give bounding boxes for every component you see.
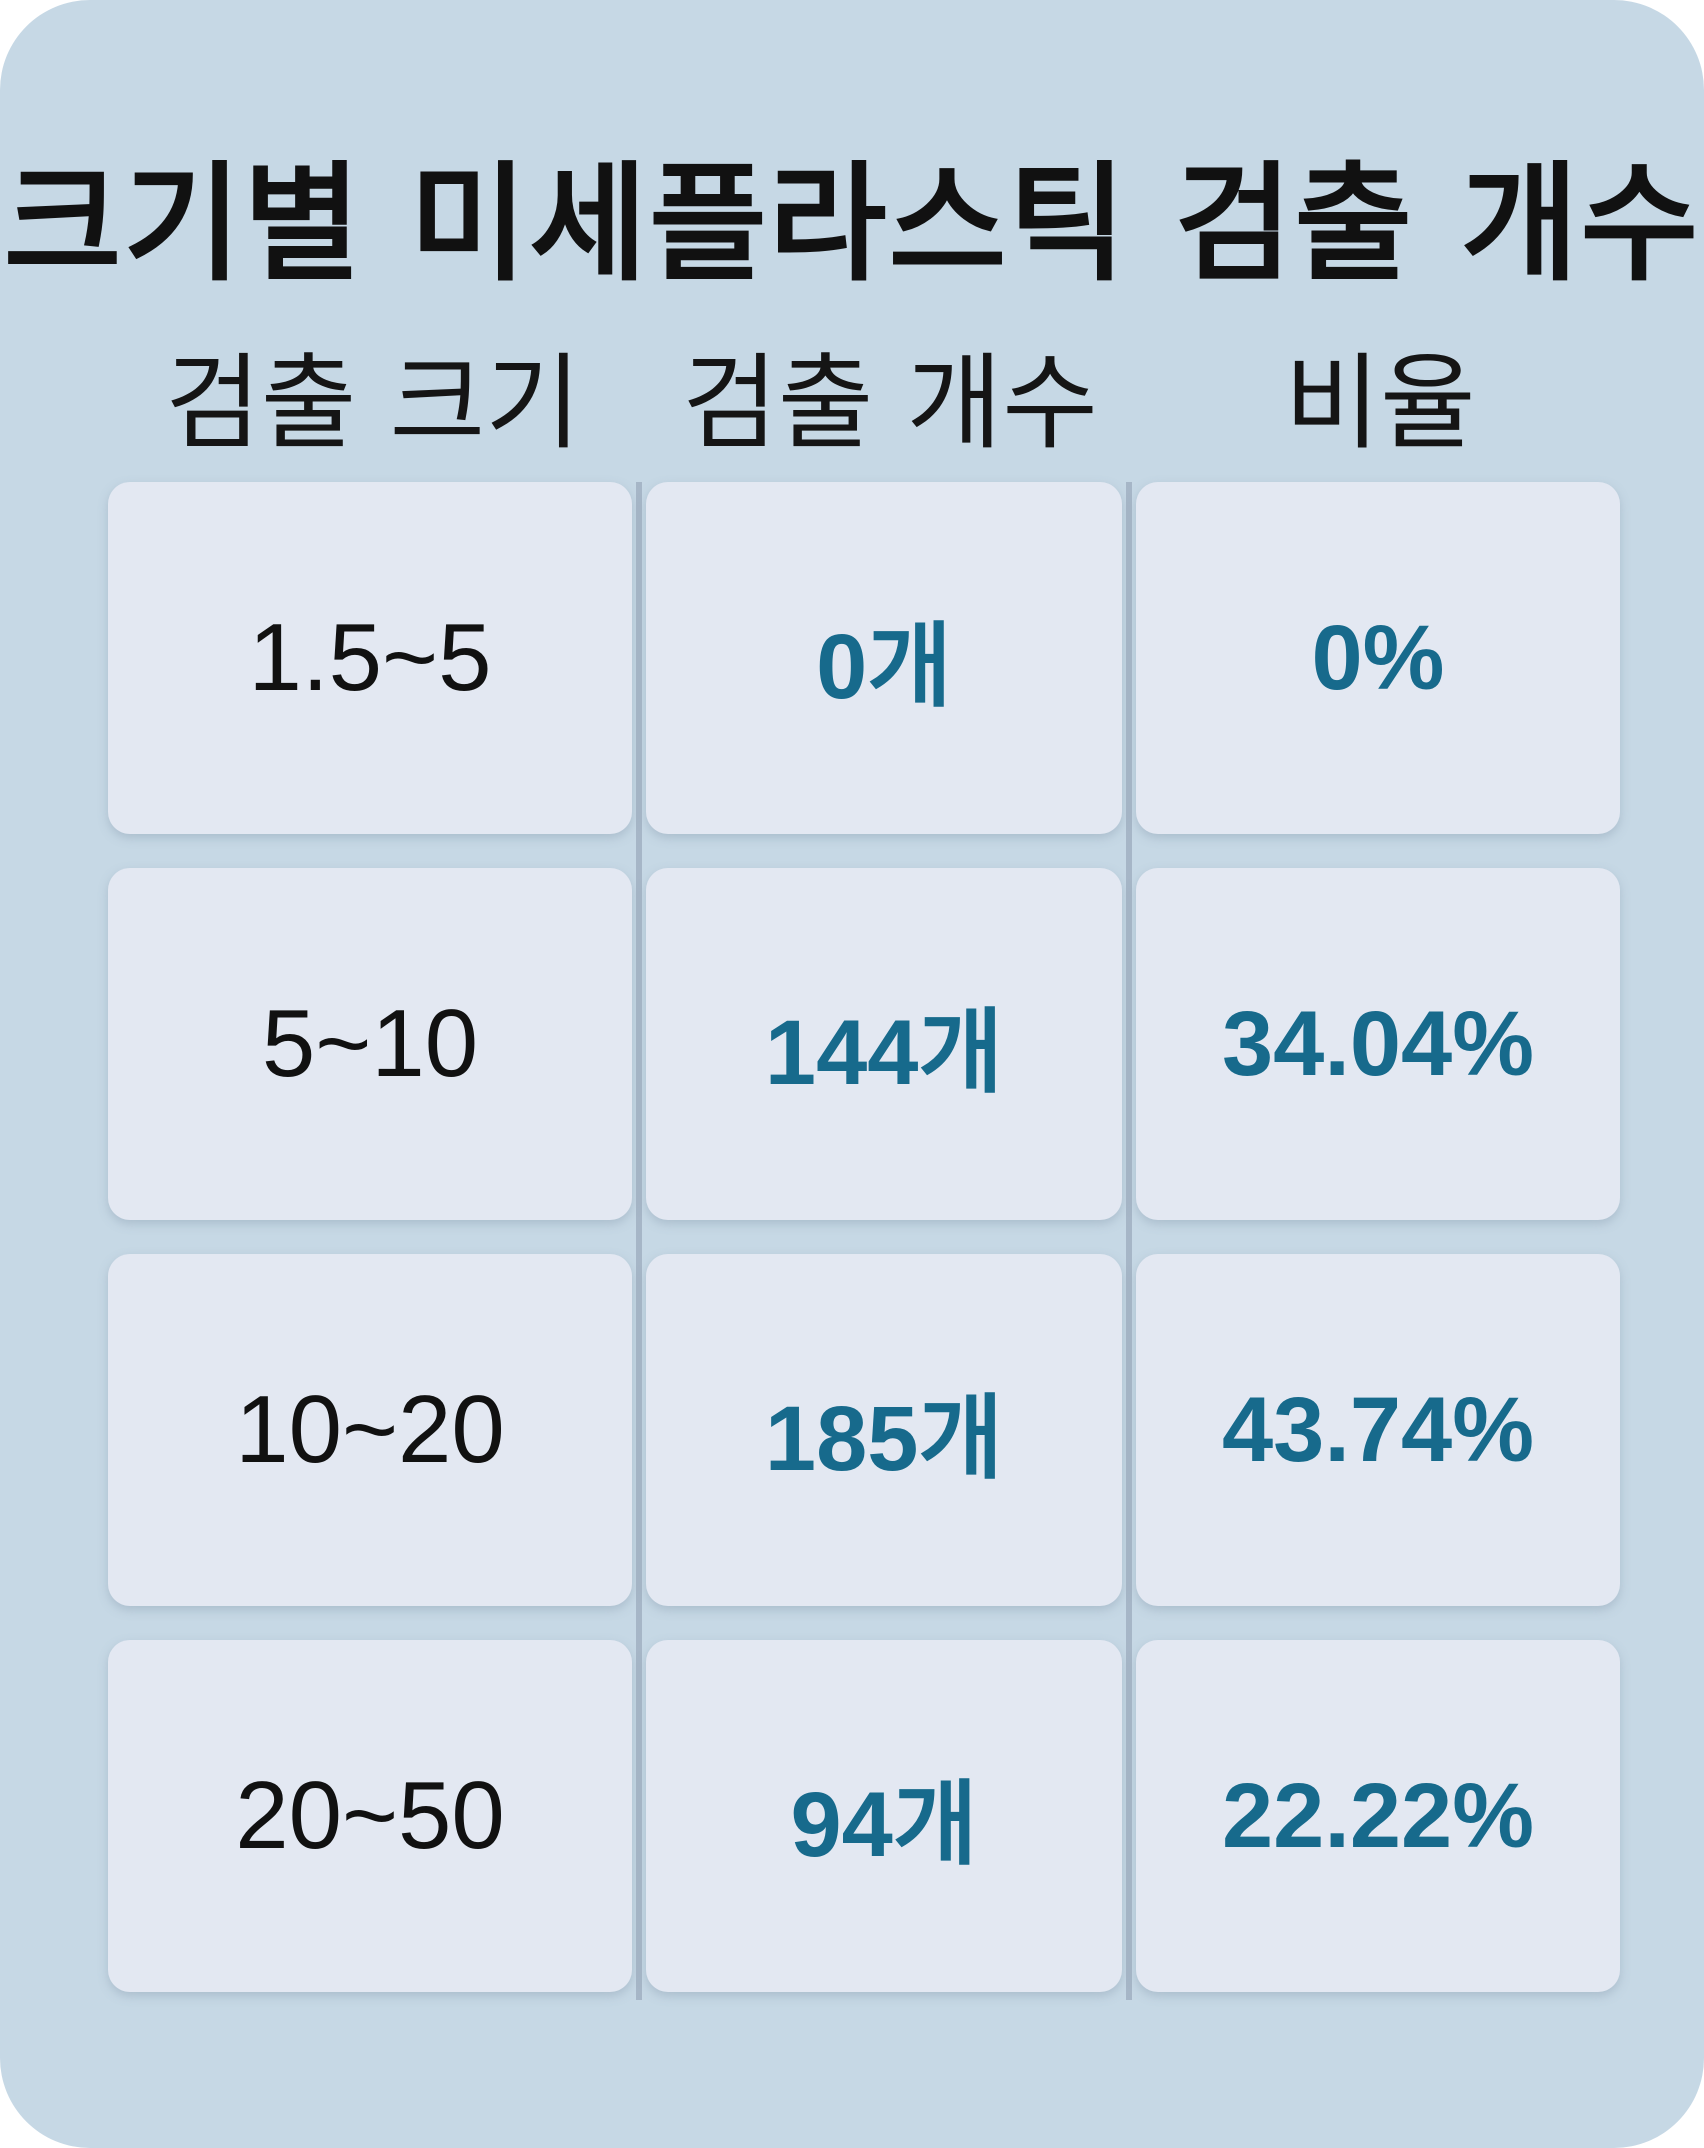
table-cell-count: 0개: [646, 482, 1122, 834]
table-cell-size: 5~10: [108, 868, 632, 1220]
ratio-value: 22.22%: [1221, 1764, 1535, 1867]
table-cell-count: 144개: [646, 868, 1122, 1220]
count-value: 94개: [790, 1773, 978, 1876]
count-value: 185개: [764, 1387, 1004, 1490]
table-cell-size: 10~20: [108, 1254, 632, 1606]
size-value: 5~10: [261, 990, 479, 1097]
ratio-value: 0%: [1311, 606, 1445, 709]
header-detection-size: 검출 크기: [165, 342, 581, 464]
table-cell-ratio: 34.04%: [1136, 868, 1620, 1220]
table-cell-ratio: 43.74%: [1136, 1254, 1620, 1606]
table-cell-count: 94개: [646, 1640, 1122, 1992]
table-cell-ratio: 0%: [1136, 482, 1620, 834]
card-title: 크기별 미세플라스틱 검출 개수: [3, 150, 1701, 299]
table-cell-size: 20~50: [108, 1640, 632, 1992]
table-cell-size: 1.5~5: [108, 482, 632, 834]
size-value: 20~50: [235, 1762, 505, 1869]
table-cell-ratio: 22.22%: [1136, 1640, 1620, 1992]
count-value: 144개: [764, 1001, 1004, 1104]
ratio-value: 34.04%: [1221, 992, 1535, 1095]
count-value: 0개: [816, 615, 952, 718]
size-value: 1.5~5: [248, 604, 492, 711]
ratio-value: 43.74%: [1221, 1378, 1535, 1481]
column-divider: [636, 482, 642, 2000]
header-detection-count: 검출 개수: [682, 342, 1098, 464]
detection-table: 1.5~5 0개 0% 5~10 144개 34.04% 10~20 185개 …: [108, 482, 1620, 2000]
header-ratio: 비율: [1284, 342, 1476, 464]
size-value: 10~20: [235, 1376, 505, 1483]
column-divider: [1126, 482, 1132, 2000]
table-cell-count: 185개: [646, 1254, 1122, 1606]
